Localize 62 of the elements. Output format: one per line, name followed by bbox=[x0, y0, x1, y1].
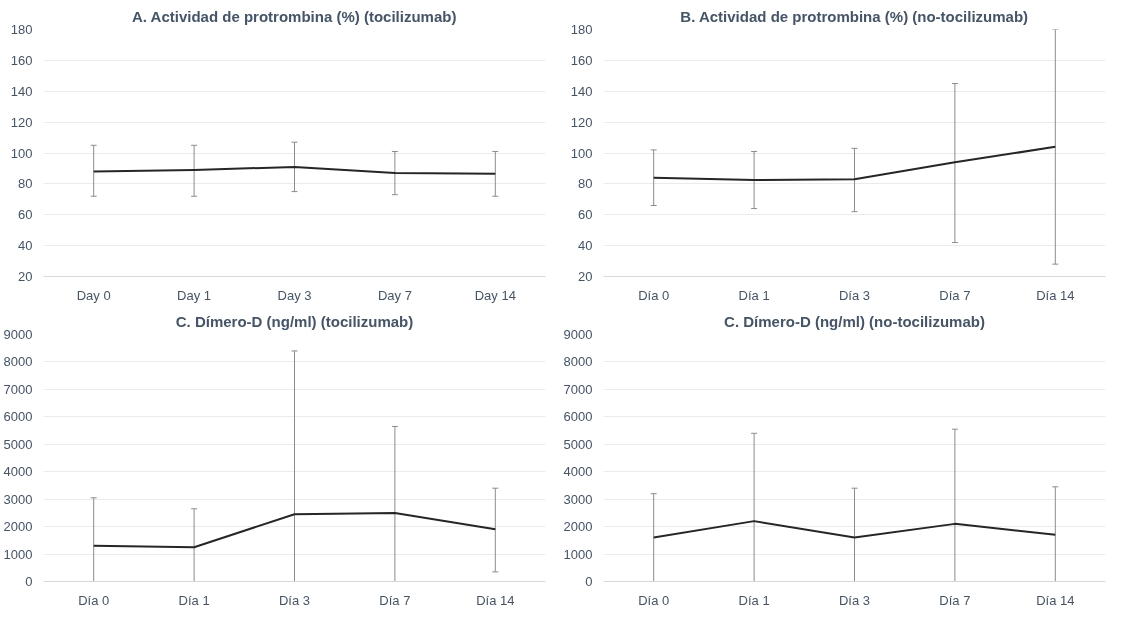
y-tick-label: 40 bbox=[18, 238, 33, 254]
x-tick-label: Día 3 bbox=[838, 287, 871, 303]
x-tick-label: Día 14 bbox=[1036, 287, 1075, 303]
y-tick-label: 60 bbox=[18, 207, 33, 223]
y-tick-label: 7000 bbox=[3, 381, 33, 397]
y-tick-label: 80 bbox=[18, 176, 33, 192]
x-tick-label: Día 3 bbox=[278, 592, 311, 608]
y-tick-label: 1000 bbox=[3, 546, 33, 562]
y-tick-label: 1000 bbox=[563, 546, 593, 562]
x-tick-label: Día 1 bbox=[178, 592, 210, 608]
y-tick-label: 4000 bbox=[3, 464, 33, 480]
x-tick-label: Día 3 bbox=[838, 592, 871, 608]
y-tick-label: 8000 bbox=[3, 354, 33, 370]
y-tick-label: 3000 bbox=[563, 491, 593, 507]
y-tick-label: 140 bbox=[10, 83, 33, 99]
y-tick-label: 160 bbox=[570, 52, 593, 68]
y-tick-label: 4000 bbox=[563, 464, 593, 480]
x-tick-label: Día 0 bbox=[78, 592, 110, 608]
x-tick-label: Día 0 bbox=[638, 287, 670, 303]
y-tick-label: 100 bbox=[570, 145, 593, 161]
y-tick-label: 0 bbox=[585, 574, 593, 589]
y-tick-label: 3000 bbox=[3, 491, 33, 507]
chart-title: C. Dímero-D (ng/ml) (tocilizumab) bbox=[175, 312, 414, 330]
y-tick-label: 120 bbox=[570, 114, 593, 130]
x-tick-label: Day 14 bbox=[474, 287, 516, 303]
x-tick-label: Día 1 bbox=[738, 592, 770, 608]
y-tick-label: 2000 bbox=[3, 519, 33, 535]
x-tick-label: Day 0 bbox=[76, 287, 111, 303]
x-tick-label: Día 14 bbox=[476, 592, 515, 608]
x-tick-label: Día 1 bbox=[738, 287, 770, 303]
x-tick-label: Día 7 bbox=[939, 592, 971, 608]
y-tick-label: 9000 bbox=[3, 327, 33, 342]
y-tick-label: 20 bbox=[578, 269, 593, 284]
y-tick-label: 9000 bbox=[563, 327, 593, 342]
y-tick-label: 40 bbox=[578, 238, 593, 254]
y-tick-label: 7000 bbox=[563, 381, 593, 397]
y-tick-label: 80 bbox=[578, 176, 593, 192]
y-tick-label: 5000 bbox=[3, 436, 33, 452]
y-tick-label: 140 bbox=[570, 83, 593, 99]
y-tick-label: 8000 bbox=[563, 354, 593, 370]
y-tick-label: 100 bbox=[10, 145, 33, 161]
x-tick-label: Day 7 bbox=[377, 287, 412, 303]
y-tick-label: 5000 bbox=[563, 436, 593, 452]
x-tick-label: Day 3 bbox=[277, 287, 312, 303]
y-tick-label: 20 bbox=[18, 269, 33, 284]
x-tick-label: Día 14 bbox=[1036, 592, 1075, 608]
y-tick-label: 180 bbox=[570, 22, 593, 37]
y-tick-label: 0 bbox=[25, 574, 33, 589]
x-tick-label: Día 7 bbox=[379, 592, 411, 608]
x-tick-label: Día 7 bbox=[939, 287, 971, 303]
y-tick-label: 6000 bbox=[563, 409, 593, 425]
y-tick-label: 180 bbox=[10, 22, 33, 37]
y-tick-label: 160 bbox=[10, 52, 33, 68]
y-tick-label: 60 bbox=[578, 207, 593, 223]
chart-title: B. Actividad de protrombina (%) (no-tocilizumab) bbox=[680, 7, 1029, 25]
chart-title: A. Actividad de protrombina (%) (tocilizumab) bbox=[131, 7, 457, 25]
x-tick-label: Day 1 bbox=[177, 287, 212, 303]
y-tick-label: 120 bbox=[10, 114, 33, 130]
y-tick-label: 2000 bbox=[563, 519, 593, 535]
x-tick-label: Día 0 bbox=[638, 592, 670, 608]
y-tick-label: 6000 bbox=[3, 409, 33, 425]
chart-title: C. Dímero-D (ng/ml) (no-tocilizumab) bbox=[724, 312, 985, 330]
